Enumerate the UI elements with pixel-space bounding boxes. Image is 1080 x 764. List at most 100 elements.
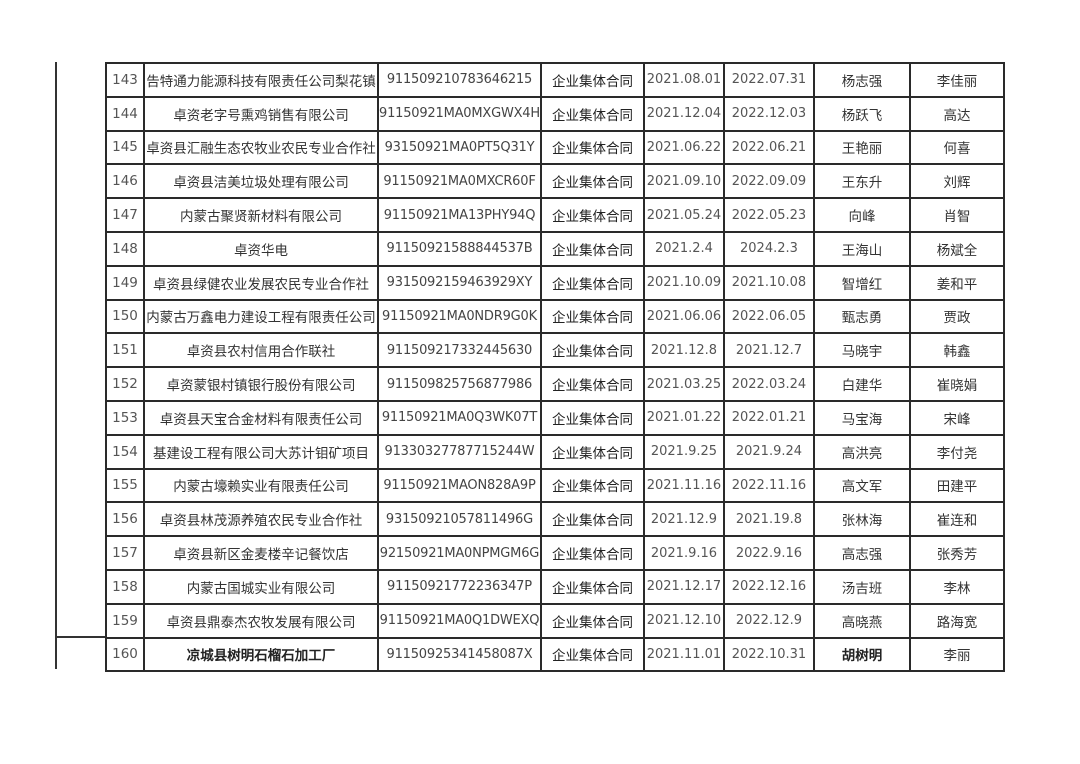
union-representative-cell: 李佳丽 bbox=[908, 62, 1005, 98]
legal-representative-cell: 汤吉班 bbox=[812, 568, 911, 605]
start-date: 2021.10.09 bbox=[646, 275, 722, 291]
union-representative: 李佳丽 bbox=[936, 73, 978, 90]
credit-code-cell: 91150921MA0Q3WK07T bbox=[377, 399, 542, 436]
union-representative: 贾政 bbox=[943, 310, 971, 327]
company-name-cell: 内蒙古国城实业有限公司 bbox=[143, 568, 379, 605]
legal-representative: 王艳丽 bbox=[841, 141, 883, 158]
end-date: 2022.07.31 bbox=[731, 72, 807, 88]
row-number-cell: 155 bbox=[105, 467, 145, 504]
end-date: 2022.05.23 bbox=[731, 207, 807, 223]
legal-representative: 马晓宇 bbox=[841, 344, 883, 361]
end-date-cell: 2021.19.8 bbox=[722, 501, 815, 538]
row-number: 153 bbox=[112, 409, 138, 426]
row-number-cell: 148 bbox=[105, 230, 145, 267]
contract-type: 企业集体合同 bbox=[551, 344, 633, 361]
union-representative: 高达 bbox=[943, 107, 971, 124]
contract-type-cell: 企业集体合同 bbox=[539, 602, 645, 639]
row-number-cell: 157 bbox=[105, 535, 145, 571]
end-date: 2022.09.09 bbox=[731, 173, 807, 189]
end-date-cell: 2022.07.31 bbox=[722, 62, 815, 98]
start-date-cell: 2021.12.04 bbox=[642, 95, 725, 132]
end-date-cell: 2022.09.09 bbox=[722, 163, 815, 200]
start-date: 2021.09.10 bbox=[646, 173, 722, 189]
legal-representative-cell: 高志强 bbox=[812, 535, 911, 571]
credit-code: 91150921MAON828A9P bbox=[383, 477, 536, 493]
company-name-cell: 卓资老字号熏鸡销售有限公司 bbox=[143, 95, 379, 132]
contract-type-cell: 企业集体合同 bbox=[539, 636, 645, 673]
legal-representative: 高洪亮 bbox=[841, 445, 883, 462]
start-date: 2021.12.9 bbox=[650, 511, 718, 527]
contract-type: 企业集体合同 bbox=[551, 276, 633, 293]
end-date: 2022.12.9 bbox=[735, 613, 803, 629]
credit-code-cell: 911509217332445630 bbox=[377, 332, 542, 369]
legal-representative-cell: 高文军 bbox=[812, 467, 911, 504]
start-date-cell: 2021.9.25 bbox=[642, 433, 725, 470]
table-row: 158 内蒙古国城实业有限公司 91150921772236347P 企业集体合同 20… bbox=[105, 568, 1005, 605]
end-date: 2022.01.21 bbox=[731, 410, 807, 426]
contract-type-cell: 企业集体合同 bbox=[539, 433, 645, 470]
company-name: 卓资华电 bbox=[234, 242, 288, 259]
contract-type: 企业集体合同 bbox=[551, 648, 633, 665]
company-name: 卓资县农村信用合作联社 bbox=[186, 344, 336, 361]
credit-code: 92150921MA0NPMGM6G bbox=[379, 545, 540, 561]
company-name: 卓资县天宝合金材料有限责任公司 bbox=[159, 411, 363, 428]
contract-type-cell: 企业集体合同 bbox=[539, 467, 645, 504]
union-representative-cell: 姜和平 bbox=[908, 264, 1005, 301]
contract-type-cell: 企业集体合同 bbox=[539, 399, 645, 436]
company-name-cell: 内蒙古聚贤新材料有限公司 bbox=[143, 197, 379, 233]
contract-type: 企业集体合同 bbox=[551, 209, 633, 226]
legal-representative: 白建华 bbox=[841, 378, 883, 395]
row-number-cell: 144 bbox=[105, 95, 145, 132]
contract-type-cell: 企业集体合同 bbox=[539, 535, 645, 571]
end-date: 2022.12.16 bbox=[731, 579, 807, 595]
table-row: 145 卓资县汇融生态农牧业农民专业合作社 93150921MA0PT5Q31Y 企业… bbox=[105, 129, 1005, 166]
union-representative-cell: 肖智 bbox=[908, 197, 1005, 233]
start-date-cell: 2021.05.24 bbox=[642, 197, 725, 233]
company-name-cell: 卓资县鼎泰杰农牧发展有限公司 bbox=[143, 602, 379, 639]
union-representative-cell: 刘辉 bbox=[908, 163, 1005, 200]
union-representative: 李林 bbox=[943, 580, 971, 597]
legal-representative-cell: 智增红 bbox=[812, 264, 911, 301]
company-name: 卓资县绿健农业发展农民专业合作社 bbox=[153, 276, 369, 293]
end-date-cell: 2022.12.16 bbox=[722, 568, 815, 605]
legal-representative: 汤吉班 bbox=[841, 580, 883, 597]
table-row: 149 卓资县绿健农业发展农民专业合作社 9315092159463929XY 企业集… bbox=[105, 264, 1005, 301]
legal-representative: 张林海 bbox=[841, 513, 883, 530]
credit-code: 911509825756877986 bbox=[386, 376, 533, 392]
company-name: 卓资县洁美垃圾处理有限公司 bbox=[173, 175, 349, 192]
contract-type: 企业集体合同 bbox=[551, 141, 633, 158]
credit-code: 91330327787715244W bbox=[384, 444, 535, 460]
legal-representative: 智增红 bbox=[841, 276, 883, 293]
legal-representative-cell: 甄志勇 bbox=[812, 298, 911, 335]
union-representative-cell: 张秀芳 bbox=[908, 535, 1005, 571]
table-row: 150 内蒙古万鑫电力建设工程有限责任公司 91150921MA0NDR9G0K 企业… bbox=[105, 298, 1005, 335]
end-date: 2021.19.8 bbox=[735, 511, 803, 527]
company-name: 卓资县林茂源养殖农民专业合作社 bbox=[159, 513, 363, 530]
table-row: 143 告特通力能源科技有限责任公司梨花镇 91150921078364621​5 企… bbox=[105, 62, 1005, 98]
credit-code-cell: 911509825756877986 bbox=[377, 366, 542, 402]
union-representative: 刘辉 bbox=[943, 175, 971, 192]
contract-type: 企业集体合同 bbox=[551, 107, 633, 124]
start-date-cell: 2021.03.25 bbox=[642, 366, 725, 402]
contract-type: 企业集体合同 bbox=[551, 73, 633, 90]
start-date-cell: 2021.06.22 bbox=[642, 129, 725, 166]
start-date-cell: 2021.10.09 bbox=[642, 264, 725, 301]
company-name-cell: 告特通力能源科技有限责任公司梨花镇 bbox=[143, 62, 379, 98]
contract-type-cell: 企业集体合同 bbox=[539, 501, 645, 538]
table-row: 152 卓资蒙银村镇银行股份有限公司 911509825756877986 企业集体合… bbox=[105, 366, 1005, 402]
union-representative: 崔连和 bbox=[936, 513, 978, 530]
table-row: 155 内蒙古壕赖实业有限责任公司 91150921MAON828A9P 企业集体合同… bbox=[105, 467, 1005, 504]
legal-representative: 向峰 bbox=[848, 209, 876, 226]
row-number: 147 bbox=[112, 207, 138, 224]
start-date-cell: 2021.12.17 bbox=[642, 568, 725, 605]
end-date: 2022.10.31 bbox=[731, 646, 807, 662]
union-representative: 韩鑫 bbox=[943, 344, 971, 361]
credit-code: 91150921MA0MXCR60F bbox=[383, 173, 536, 189]
credit-code: 91150921MA0Q3WK07T bbox=[381, 410, 538, 426]
row-number: 143 bbox=[112, 71, 138, 88]
contract-type: 企业集体合同 bbox=[551, 547, 633, 564]
union-representative-cell: 贾政 bbox=[908, 298, 1005, 335]
legal-representative: 胡树明 bbox=[841, 648, 883, 665]
contract-type-cell: 企业集体合同 bbox=[539, 95, 645, 132]
start-date: 2021.11.01 bbox=[646, 646, 722, 662]
